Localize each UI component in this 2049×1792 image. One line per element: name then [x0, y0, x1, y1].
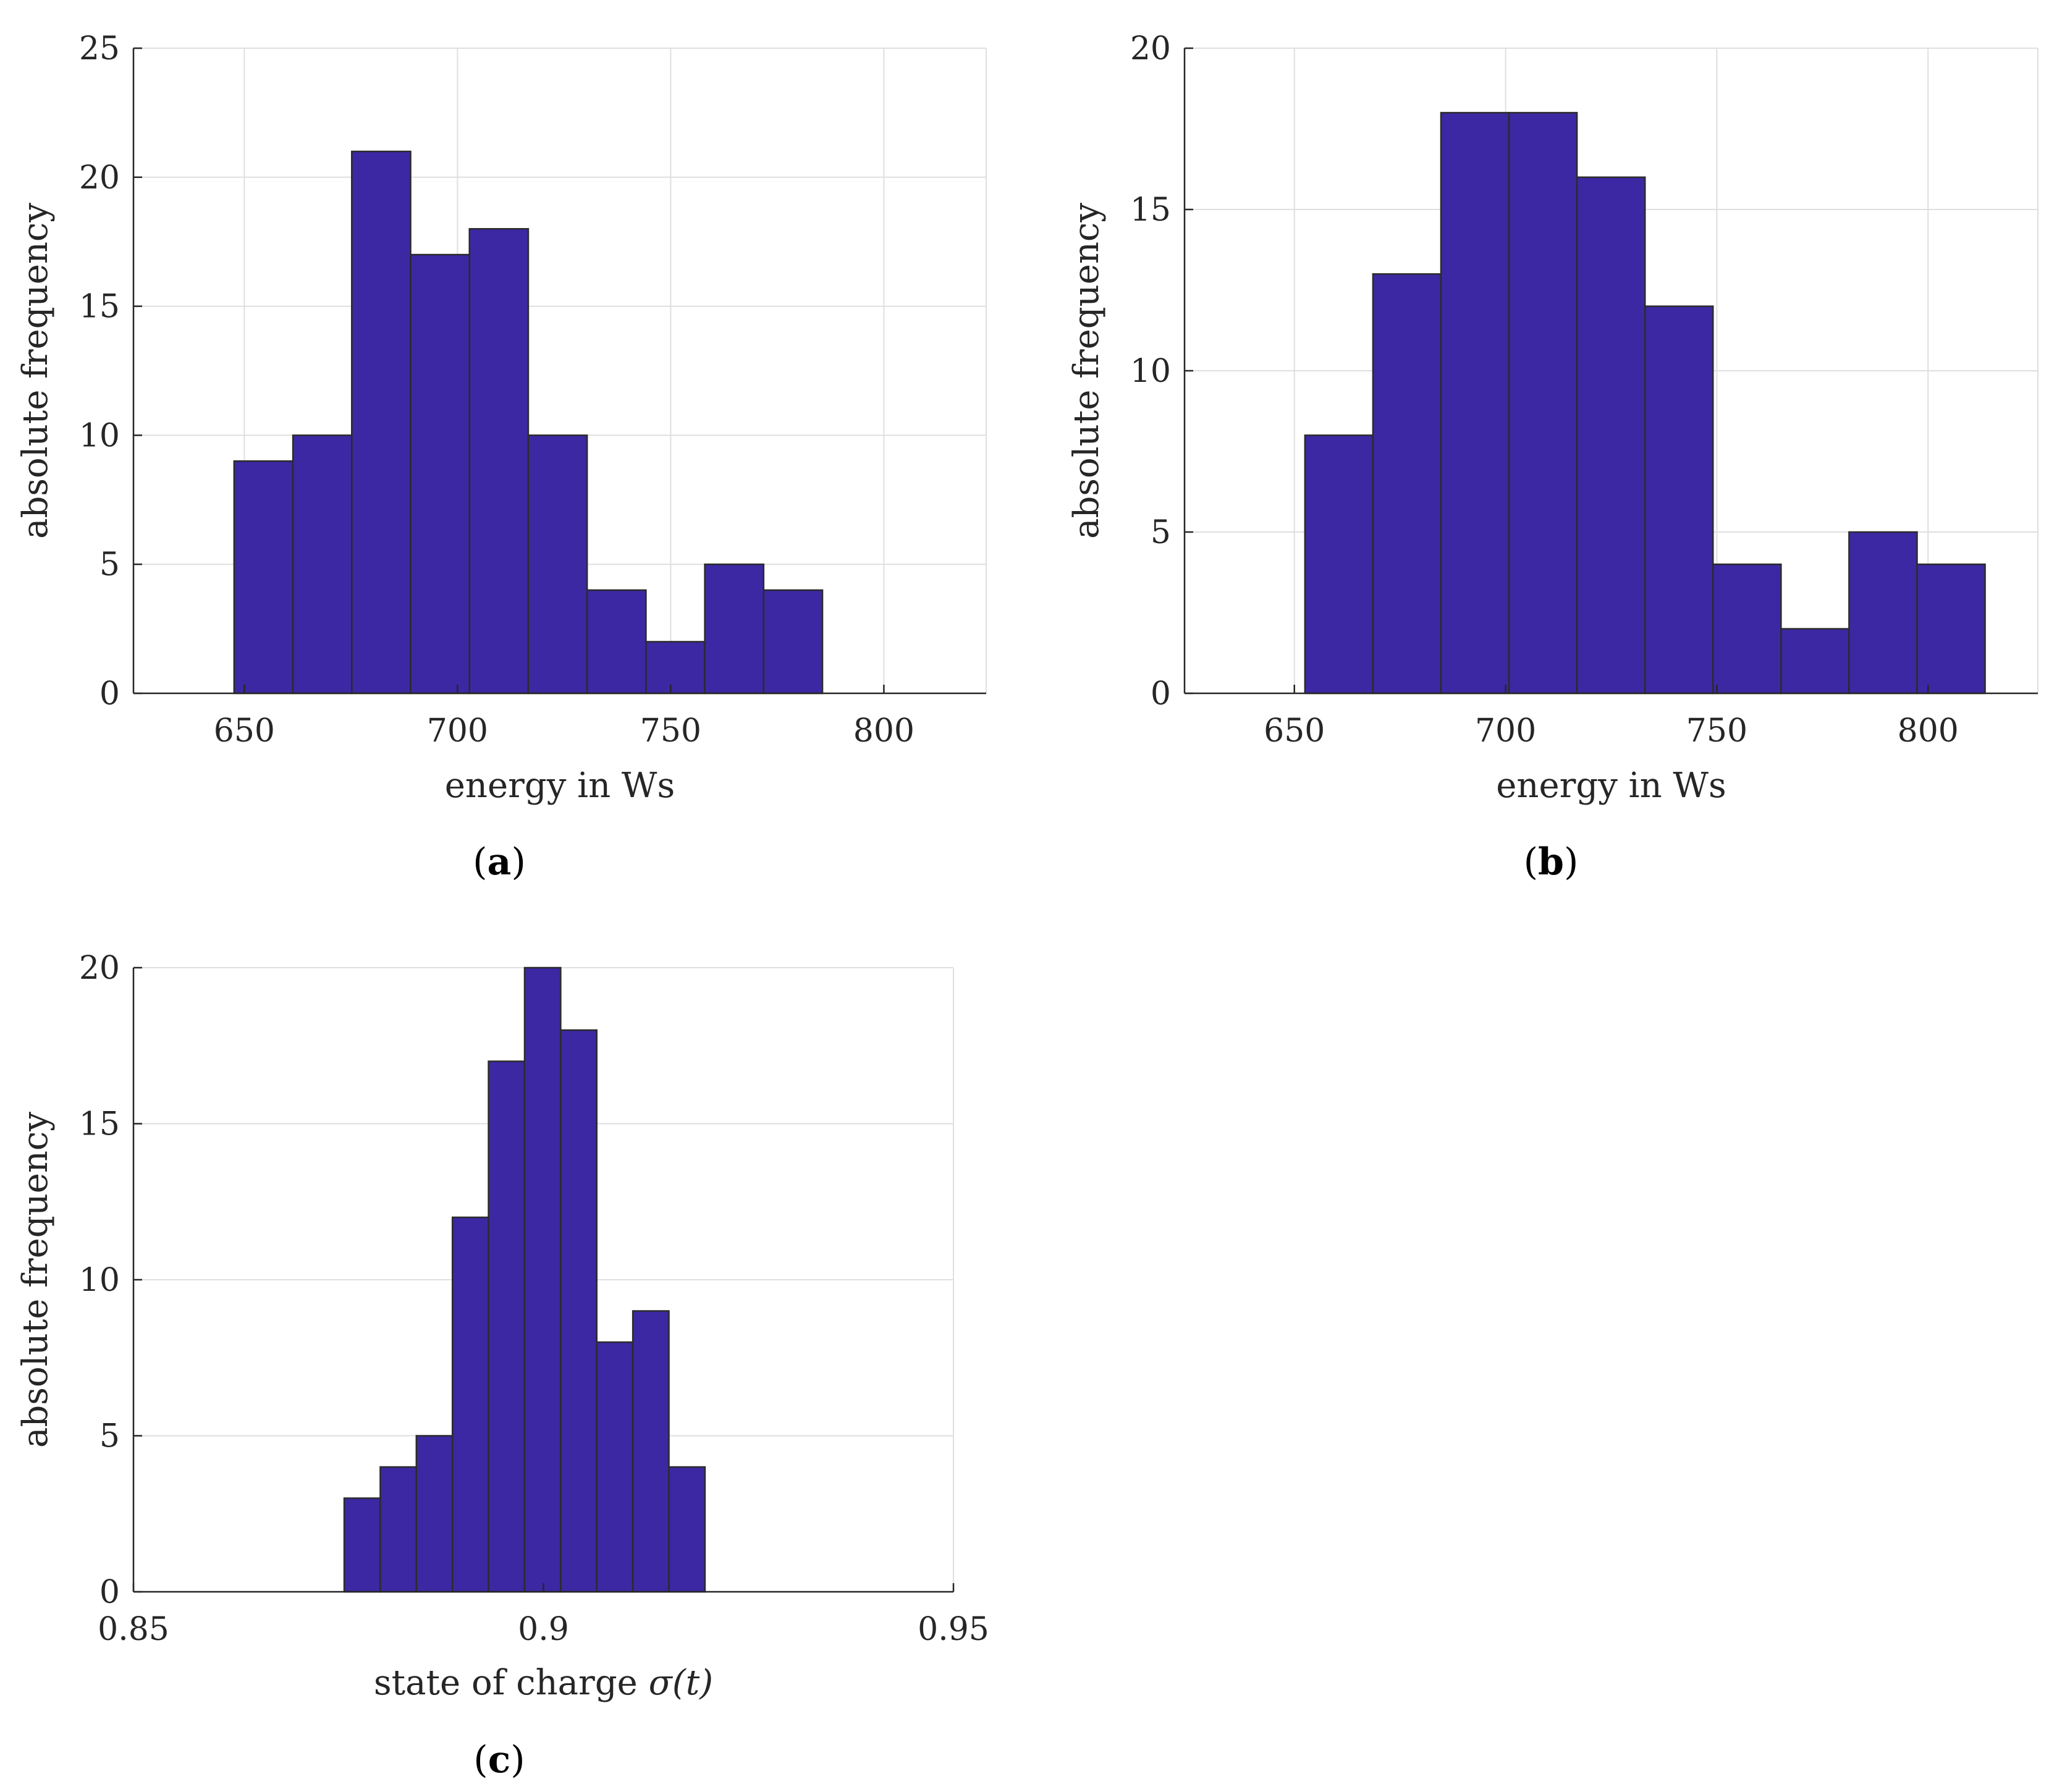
histogram-bar [488, 1060, 526, 1593]
y-tick-label: 15 [79, 289, 120, 326]
histogram-bar [645, 641, 706, 695]
caption-close-paren: ) [511, 840, 525, 884]
histogram-bar [527, 434, 588, 695]
y-tick-label: 25 [79, 30, 120, 67]
y-tick-label: 5 [99, 1418, 120, 1455]
caption-letter: a [488, 840, 512, 884]
x-tick-label: 650 [1264, 712, 1325, 750]
x-axis-label: state of charge σ(t) [374, 1663, 713, 1703]
x-tick-label: 800 [1898, 712, 1959, 750]
histogram-bar [1508, 112, 1578, 695]
caption-close-paren: ) [510, 1738, 525, 1781]
caption-open-paren: ( [473, 840, 487, 884]
histogram-bar [1440, 112, 1510, 695]
y-tick-label: 10 [79, 417, 120, 454]
histogram-bar [596, 1341, 634, 1593]
caption-letter: b [1538, 840, 1564, 884]
histogram-bar [560, 1029, 598, 1593]
x-tick-label: 0.9 [518, 1611, 569, 1648]
y-tick-label: 5 [1151, 514, 1171, 551]
x-axis-label-text: state of charge [374, 1663, 649, 1703]
x-tick-label: 650 [214, 712, 275, 750]
histogram-panel-b: 0 5 10 15 20 650 700 750 800 absolute frequency en… [1067, 30, 2038, 884]
histogram-bar [1372, 273, 1442, 695]
x-tick-label: 0.95 [918, 1611, 989, 1648]
y-tick-label: 5 [99, 546, 120, 583]
caption-open-paren: ( [1524, 840, 1538, 884]
y-tick-label: 0 [99, 675, 120, 712]
histogram-bar [233, 460, 294, 695]
histogram-bar [351, 150, 412, 695]
caption-letter: c [488, 1738, 511, 1781]
caption-close-paren: ) [1564, 840, 1578, 884]
caption-open-paren: ( [473, 1738, 488, 1781]
y-tick-label: 15 [79, 1106, 120, 1143]
histogram-bar [523, 966, 562, 1593]
x-tick-label: 750 [640, 712, 701, 750]
y-tick-label: 10 [1130, 353, 1171, 390]
histogram-bar [632, 1310, 670, 1593]
x-tick-label: 0.85 [98, 1611, 169, 1648]
histogram-panel-c: 0 5 10 15 20 0.85 0.9 0.95 absolute frequency sta… [15, 950, 989, 1781]
histogram-bar [1916, 563, 1986, 695]
y-tick-label: 20 [79, 950, 120, 987]
x-tick-label: 750 [1686, 712, 1747, 750]
histogram-bar [1304, 434, 1374, 695]
y-axis-label: absolute frequency [15, 1112, 56, 1448]
y-tick-label: 20 [79, 159, 120, 197]
histogram-bar [415, 1435, 454, 1593]
histogram-bar [1644, 305, 1714, 695]
panel-caption: (c) [473, 1738, 525, 1781]
histogram-bar [668, 1466, 706, 1593]
histogram-bar [343, 1497, 381, 1593]
histogram-bar [1780, 628, 1850, 695]
x-axis-label: energy in Ws [1496, 766, 1726, 806]
y-tick-label: 0 [1151, 675, 1171, 712]
histogram-bar [451, 1216, 489, 1593]
x-axis-label-symbol: σ(t) [649, 1663, 713, 1703]
histogram-bar [379, 1466, 418, 1593]
panel-caption: (a) [473, 840, 526, 884]
x-tick-label: 700 [427, 712, 488, 750]
histogram-bar [763, 589, 824, 695]
y-axis-label: absolute frequency [15, 203, 56, 539]
x-tick-label: 700 [1475, 712, 1536, 750]
x-tick-label: 800 [853, 712, 915, 750]
panel-caption: (b) [1524, 840, 1579, 884]
y-axis-label: absolute frequency [1067, 203, 1107, 539]
histogram-bar [410, 253, 470, 695]
histogram-panel-a: 0 5 10 15 20 25 650 700 750 800 absolute frequency… [15, 30, 987, 884]
y-tick-label: 0 [99, 1574, 120, 1611]
histogram-bar [1712, 563, 1782, 695]
histogram-bar [586, 589, 647, 695]
histogram-bar [704, 563, 765, 695]
histogram-bar [1848, 531, 1918, 695]
x-axis-label: energy in Ws [445, 766, 675, 806]
histogram-bar [468, 228, 530, 695]
histogram-bar [1576, 176, 1646, 695]
histogram-bar [292, 434, 353, 695]
y-tick-label: 20 [1130, 30, 1171, 67]
y-tick-label: 10 [79, 1262, 120, 1299]
y-tick-label: 15 [1130, 192, 1171, 229]
